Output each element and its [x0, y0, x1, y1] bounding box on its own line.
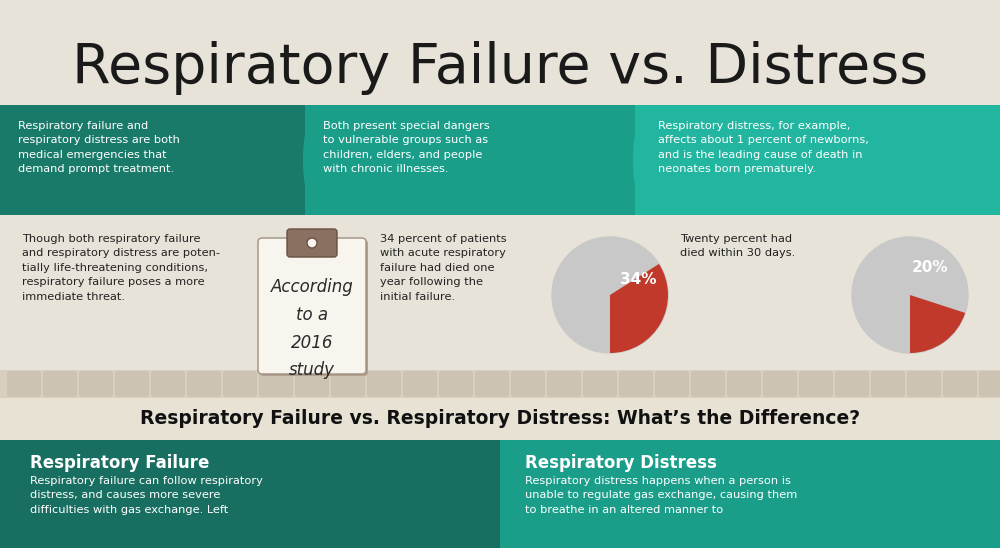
FancyBboxPatch shape: [439, 371, 473, 397]
Circle shape: [307, 238, 317, 248]
Bar: [305, 105, 650, 215]
Circle shape: [852, 237, 968, 353]
FancyBboxPatch shape: [259, 371, 293, 397]
FancyBboxPatch shape: [583, 371, 617, 397]
Text: Respiratory Distress: Respiratory Distress: [525, 454, 717, 472]
FancyBboxPatch shape: [403, 371, 437, 397]
FancyBboxPatch shape: [871, 371, 905, 397]
Text: Respiratory failure and
respiratory distress are both
medical emergencies that
d: Respiratory failure and respiratory dist…: [18, 121, 180, 174]
Text: Respiratory Failure vs. Respiratory Distress: What’s the Difference?: Respiratory Failure vs. Respiratory Dist…: [140, 409, 860, 429]
Text: Respiratory distress happens when a person is
unable to regulate gas exchange, c: Respiratory distress happens when a pers…: [525, 476, 797, 515]
FancyBboxPatch shape: [979, 371, 1000, 397]
FancyBboxPatch shape: [835, 371, 869, 397]
FancyBboxPatch shape: [260, 240, 368, 376]
Bar: [0, 370, 1000, 398]
Bar: [0, 440, 500, 548]
Text: Respiratory distress, for example,
affects about 1 percent of newborns,
and is t: Respiratory distress, for example, affec…: [658, 121, 869, 174]
FancyBboxPatch shape: [115, 371, 149, 397]
FancyBboxPatch shape: [223, 371, 257, 397]
FancyBboxPatch shape: [511, 371, 545, 397]
FancyBboxPatch shape: [151, 371, 185, 397]
FancyBboxPatch shape: [691, 371, 725, 397]
Text: Both present special dangers
to vulnerable groups such as
children, elders, and : Both present special dangers to vulnerab…: [323, 121, 490, 174]
FancyBboxPatch shape: [7, 371, 41, 397]
FancyBboxPatch shape: [727, 371, 761, 397]
Circle shape: [552, 237, 668, 353]
FancyBboxPatch shape: [187, 371, 221, 397]
Ellipse shape: [633, 105, 667, 215]
FancyBboxPatch shape: [943, 371, 977, 397]
Text: 34 percent of patients
with acute respiratory
failure had died one
year followin: 34 percent of patients with acute respir…: [380, 234, 507, 301]
Bar: [650, 105, 667, 215]
Text: Twenty percent had
died within 30 days.: Twenty percent had died within 30 days.: [680, 234, 795, 259]
Text: According
to a
2016
study: According to a 2016 study: [271, 278, 353, 379]
FancyBboxPatch shape: [258, 238, 366, 374]
Text: 34%: 34%: [620, 272, 656, 287]
Text: Respiratory failure can follow respiratory
distress, and causes more severe
diff: Respiratory failure can follow respirato…: [30, 476, 263, 515]
FancyBboxPatch shape: [799, 371, 833, 397]
FancyBboxPatch shape: [547, 371, 581, 397]
FancyBboxPatch shape: [907, 371, 941, 397]
FancyBboxPatch shape: [763, 371, 797, 397]
Text: Though both respiratory failure
and respiratory distress are poten-
tially life-: Though both respiratory failure and resp…: [22, 234, 220, 301]
Ellipse shape: [303, 105, 337, 215]
FancyBboxPatch shape: [367, 371, 401, 397]
FancyBboxPatch shape: [655, 371, 689, 397]
Bar: [0, 398, 1000, 440]
Text: Respiratory Failure: Respiratory Failure: [30, 454, 209, 472]
Wedge shape: [610, 264, 668, 353]
Bar: [500, 440, 1000, 548]
Text: Respiratory Failure vs. Distress: Respiratory Failure vs. Distress: [72, 41, 928, 95]
FancyBboxPatch shape: [287, 229, 337, 257]
Bar: [635, 105, 1000, 215]
Bar: [320, 105, 337, 215]
FancyBboxPatch shape: [79, 371, 113, 397]
FancyBboxPatch shape: [295, 371, 329, 397]
Bar: [0, 105, 320, 215]
Wedge shape: [910, 295, 965, 353]
FancyBboxPatch shape: [43, 371, 77, 397]
Text: 20%: 20%: [911, 260, 948, 275]
FancyBboxPatch shape: [619, 371, 653, 397]
FancyBboxPatch shape: [475, 371, 509, 397]
FancyBboxPatch shape: [331, 371, 365, 397]
